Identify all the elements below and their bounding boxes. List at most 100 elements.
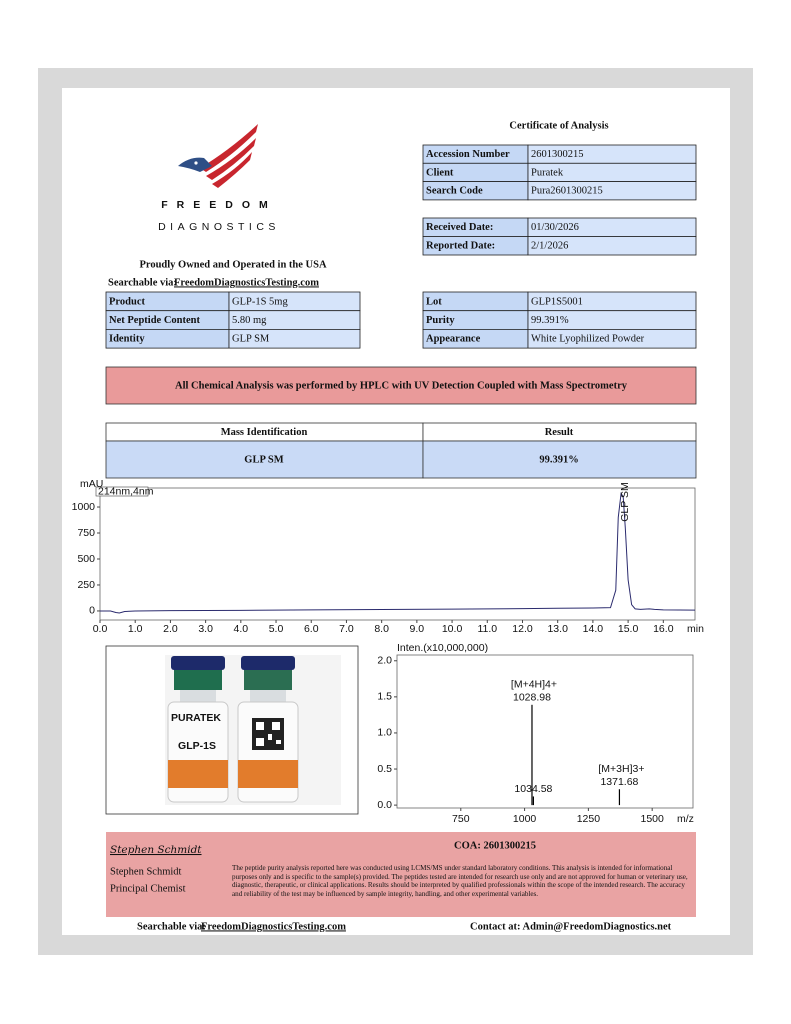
- y-tick-label: 2.0: [377, 655, 392, 667]
- x-tick-label: 6.0: [304, 623, 319, 635]
- result-header: Mass Identification: [221, 427, 308, 438]
- table-value: 5.80 mg: [232, 315, 267, 326]
- x-tick-label: 8.0: [374, 623, 389, 635]
- document-title: Certificate of Analysis: [509, 120, 608, 131]
- plot-frame: [99, 487, 696, 621]
- y-tick-label: 750: [77, 527, 95, 539]
- x-tick-label: 3.0: [198, 623, 213, 635]
- x-tick-label: 9.0: [410, 623, 425, 635]
- y-tick-label: 0.5: [377, 763, 392, 775]
- x-tick-label: 4.0: [234, 623, 249, 635]
- table-cell: [527, 181, 697, 201]
- channel-label: 214nm,4nm: [98, 485, 154, 497]
- x-tick-label: 10.0: [442, 623, 463, 635]
- x-axis-label: min: [687, 623, 704, 635]
- x-tick-label: 1500: [640, 813, 664, 825]
- logo-subbrand: DIAGNOSTICS: [158, 221, 280, 233]
- peak-mz-label: 1371.68: [600, 776, 638, 788]
- searchable-label: Searchable via:: [108, 277, 177, 288]
- table-value: GLP SM: [232, 334, 270, 345]
- table-label: Purity: [426, 315, 455, 326]
- result-header: Result: [545, 427, 574, 438]
- table-value: 2601300215: [531, 149, 584, 160]
- table-value: GLP-1S 5mg: [232, 296, 288, 307]
- table-label: Product: [109, 296, 145, 307]
- table-label: Search Code: [426, 186, 483, 197]
- peak-mz-label: 1034.58: [514, 783, 552, 795]
- x-tick-label: 2.0: [163, 623, 178, 635]
- table-label: Appearance: [426, 334, 481, 345]
- footer-panel: [106, 832, 696, 917]
- contact: Contact at: Admin@FreedomDiagnostics.net: [470, 921, 672, 932]
- x-tick-label: 7.0: [339, 623, 354, 635]
- x-tick-label: 1000: [513, 813, 537, 825]
- x-tick-label: 12.0: [512, 623, 533, 635]
- table-value: Pura2601300215: [531, 186, 603, 197]
- chemist-role: Principal Chemist: [110, 883, 186, 894]
- peak-mz-label: 1028.98: [513, 692, 551, 704]
- y-tick-label: 0: [89, 605, 95, 617]
- table-label: Identity: [109, 334, 145, 345]
- table-label: Lot: [426, 296, 442, 307]
- x-tick-label: 13.0: [547, 623, 568, 635]
- x-tick-label: 15.0: [618, 623, 639, 635]
- x-tick-label: 11.0: [477, 623, 497, 635]
- y-tick-label: 0.0: [377, 799, 392, 811]
- y-axis-label: mAU: [80, 478, 103, 490]
- table-label: Received Date:: [426, 222, 493, 233]
- y-tick-label: 1.0: [377, 727, 392, 739]
- coa-number: COA: 2601300215: [454, 840, 536, 851]
- website-link[interactable]: FreedomDiagnosticsTesting.com: [174, 277, 319, 288]
- table-value: 99.391%: [531, 315, 569, 326]
- x-tick-label: 14.0: [583, 623, 604, 635]
- table-label: Net Peptide Content: [109, 315, 200, 326]
- peak-label: GLP SM: [619, 482, 631, 522]
- vial-brand: PURATEK: [171, 712, 221, 724]
- website-link[interactable]: FreedomDiagnosticsTesting.com: [201, 921, 346, 932]
- result-value: GLP SM: [244, 454, 283, 465]
- logo-brand: FREEDOM: [161, 199, 277, 211]
- x-tick-label: 1250: [577, 813, 601, 825]
- chromatogram-trace: [100, 492, 696, 614]
- table-label: Client: [426, 167, 454, 178]
- method-banner: [105, 366, 697, 405]
- table-value: 2/1/2026: [531, 241, 568, 252]
- table-label: Reported Date:: [426, 241, 495, 252]
- table-cell: [228, 328, 361, 349]
- chemist-name: Stephen Schmidt: [110, 866, 182, 877]
- method-text: All Chemical Analysis was performed by H…: [175, 380, 628, 391]
- logo-tagline: Proudly Owned and Operated in the USA: [139, 259, 326, 270]
- table-cell: [527, 328, 697, 349]
- logo-mark: [178, 124, 258, 188]
- x-tick-label: 750: [452, 813, 470, 825]
- x-tick-label: 5.0: [269, 623, 284, 635]
- x-tick-label: 16.0: [653, 623, 674, 635]
- table-value: White Lyophilized Powder: [531, 334, 645, 345]
- searchable-label: Searchable via:: [137, 921, 206, 932]
- x-tick-label: 0.0: [93, 623, 108, 635]
- result-value-cell: [422, 440, 697, 479]
- table-value: 01/30/2026: [531, 222, 579, 233]
- y-axis-label: Inten.(x10,000,000): [397, 642, 488, 654]
- signature: Stephen Schmidt: [110, 844, 202, 856]
- result-value: 99.391%: [539, 454, 578, 465]
- vial-product: GLP-1S: [178, 740, 216, 752]
- disclaimer: The peptide purity analysis reported her…: [232, 864, 688, 898]
- table-cell: [527, 236, 697, 256]
- table-value: Puratek: [531, 167, 564, 178]
- table-value: GLP1S5001: [531, 296, 583, 307]
- y-tick-label: 1000: [72, 501, 96, 513]
- x-tick-label: 1.0: [128, 623, 143, 635]
- plot-frame: [396, 654, 694, 809]
- vial-photo: [165, 655, 341, 805]
- y-tick-label: 500: [77, 553, 95, 565]
- y-tick-label: 250: [77, 579, 95, 591]
- table-label: Accession Number: [426, 149, 510, 160]
- ion-label: [M+4H]4+: [511, 679, 557, 691]
- channel-box: [95, 486, 149, 497]
- ion-label: [M+3H]3+: [598, 763, 644, 775]
- x-axis-label: m/z: [677, 813, 694, 825]
- y-tick-label: 1.5: [377, 691, 392, 703]
